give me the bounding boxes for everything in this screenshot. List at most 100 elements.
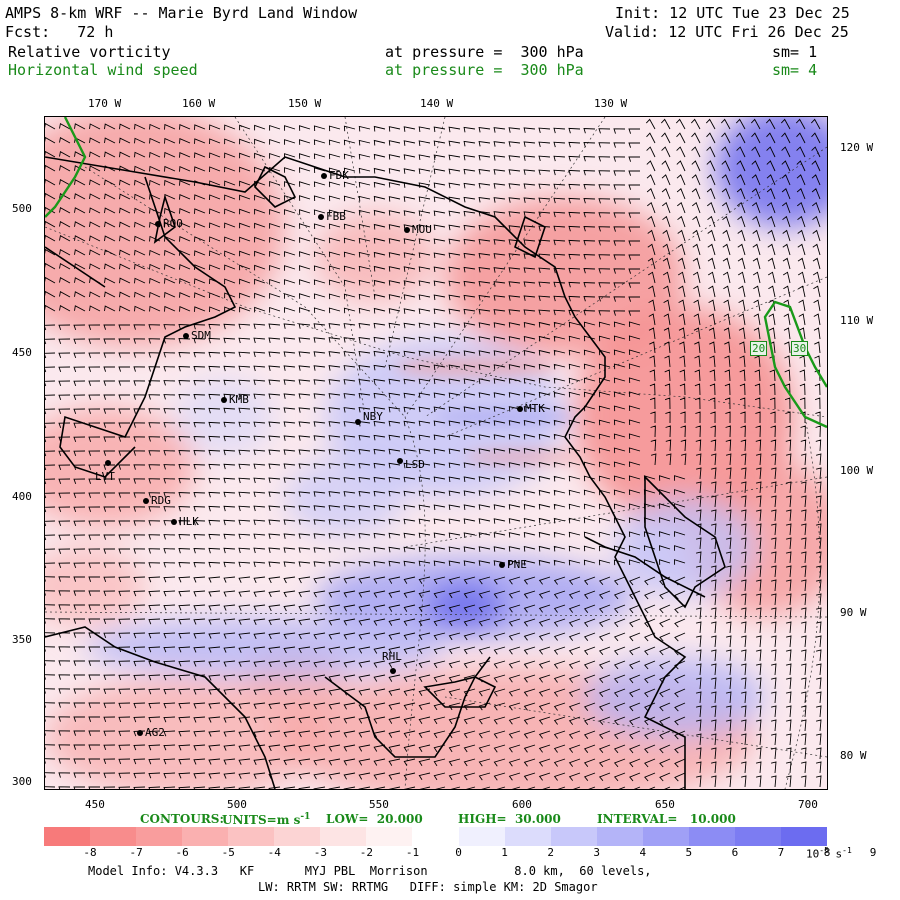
right-lon-label: 120 W — [840, 141, 874, 154]
colorbar-tick-label: 0 — [455, 846, 462, 859]
units-exponent: -1 — [300, 812, 311, 822]
colorbar-tick-label: 6 — [731, 846, 739, 859]
colorbar-unit: 10-5 s-1 — [806, 846, 852, 861]
colorbar-unit-base: 10 — [806, 847, 820, 861]
x-axis-tick-label: 600 — [512, 798, 532, 811]
x-axis-tick-label: 700 — [798, 798, 818, 811]
units-text: UNITS=m s — [222, 813, 301, 827]
station-dot — [155, 221, 161, 227]
colorbar-swatch — [734, 827, 782, 846]
colorbar-tick-label: 2 — [547, 846, 554, 859]
colorbar-tick-label: -3 — [313, 846, 327, 859]
contours-units: UNITS=m s-1 — [222, 812, 310, 827]
wind-barbs — [45, 118, 822, 789]
colorbar-unit-suffix: s — [835, 847, 843, 861]
y-axis-tick-label: 500 — [12, 202, 32, 215]
wind-barb-set — [45, 118, 822, 789]
model-info: Model Info: V4.3.3 KF MYJ PBL Morrison 8… — [88, 864, 652, 878]
colorbar-swatch — [228, 827, 275, 846]
colorbar-unit-suffix-exp: -1 — [842, 846, 852, 855]
x-axis-tick-label: 500 — [227, 798, 247, 811]
station-label: LVT — [95, 470, 115, 483]
contour-label-30: 30 — [791, 341, 809, 356]
colorbar-swatch — [412, 827, 460, 846]
colorbar-tick-label: -7 — [129, 846, 143, 859]
station-label: FDK — [329, 169, 349, 182]
colorbar-tick-label: 1 — [501, 846, 508, 859]
right-lon-label: 80 W — [840, 749, 867, 762]
top-lon-label: 170 W — [88, 97, 122, 110]
colorbar-tick-label: -4 — [267, 846, 281, 859]
colorbar-swatch — [642, 827, 690, 846]
colorbar-swatch — [44, 827, 91, 846]
colorbar-swatch — [458, 827, 506, 846]
field2-level: at pressure = 300 hPa — [385, 61, 584, 79]
colorbar-swatch — [504, 827, 552, 846]
plot-title: AMPS 8-km WRF -- Marie Byrd Land Window — [5, 4, 358, 22]
graticule — [45, 117, 827, 789]
colorbar-tick-label: 4 — [639, 846, 647, 859]
station-label: MOU — [412, 223, 432, 236]
station-label: SDM — [191, 329, 211, 342]
forecast-hour: Fcst: 72 h — [5, 23, 114, 41]
station-label: NBY — [363, 410, 383, 423]
x-axis-tick-label: 450 — [85, 798, 105, 811]
station-label: ROO — [163, 217, 183, 230]
station-label: KMB — [229, 393, 249, 406]
right-lon-label: 100 W — [840, 464, 874, 477]
station-dot — [355, 419, 361, 425]
station-dot — [499, 562, 505, 568]
station-label: PNE — [507, 558, 527, 571]
station-dot — [171, 519, 177, 525]
contours-label: CONTOURS: — [140, 812, 224, 826]
colorbar-tick-label: 9 — [869, 846, 877, 859]
colorbar — [44, 827, 828, 846]
colorbar-tick-label: 3 — [593, 846, 601, 859]
station-label: AG2 — [145, 726, 165, 739]
top-lon-label: 150 W — [288, 97, 322, 110]
right-lon-label: 90 W — [840, 606, 867, 619]
x-axis-tick-label: 650 — [655, 798, 675, 811]
station-dot — [397, 458, 403, 464]
colorbar-unit-exp: -5 — [819, 846, 829, 855]
colorbar-tick-label: 8 — [823, 846, 831, 859]
colorbar-swatch — [90, 827, 137, 846]
station-label: FBB — [326, 210, 346, 223]
colorbar-tick-label: -5 — [221, 846, 235, 859]
field1-level: at pressure = 300 hPa — [385, 43, 584, 61]
map-panel: 20 30 FDK FBB MOU ROO SDM KMB NBY MTK LS… — [44, 116, 828, 790]
colorbar-tick-label: -8 — [83, 846, 97, 859]
colorbar-swatch — [274, 827, 321, 846]
y-axis-tick-label: 400 — [12, 490, 32, 503]
station-label: RDG — [151, 494, 171, 507]
colorbar-swatch — [182, 827, 229, 846]
station-dot — [137, 730, 143, 736]
wind-speed-contours — [45, 117, 827, 429]
y-axis-tick-label: 450 — [12, 346, 32, 359]
top-lon-label: 130 W — [594, 97, 628, 110]
colorbar-swatch — [688, 827, 736, 846]
top-lon-label: 140 W — [420, 97, 454, 110]
field2-name: Horizontal wind speed — [8, 61, 198, 79]
valid-time: Valid: 12 UTC Fri 26 Dec 25 — [605, 23, 849, 41]
station-label: RHL — [382, 650, 402, 663]
station-dot — [318, 214, 324, 220]
x-axis-tick-label: 550 — [369, 798, 389, 811]
model-physics: LW: RRTM SW: RRTMG DIFF: simple KM: 2D S… — [258, 880, 598, 894]
colorbar-tick-label: -1 — [405, 846, 420, 859]
station-dot — [321, 173, 327, 179]
station-dot — [404, 227, 410, 233]
contours-high: HIGH= 30.000 — [458, 812, 561, 826]
station-label: HLK — [179, 515, 199, 528]
colorbar-tick-label: 7 — [777, 846, 785, 859]
contours-low: LOW= 20.000 — [326, 812, 423, 826]
station-label: MTK — [525, 402, 545, 415]
colorbar-swatch — [780, 827, 828, 846]
colorbar-tick-label: 5 — [685, 846, 693, 859]
field1-smoothing: sm= 1 — [772, 43, 818, 61]
y-axis-tick-label: 300 — [12, 775, 32, 788]
colorbar-swatch — [136, 827, 183, 846]
colorbar-swatch — [550, 827, 598, 846]
init-time: Init: 12 UTC Tue 23 Dec 25 — [615, 4, 850, 22]
colorbar-swatch — [366, 827, 413, 846]
